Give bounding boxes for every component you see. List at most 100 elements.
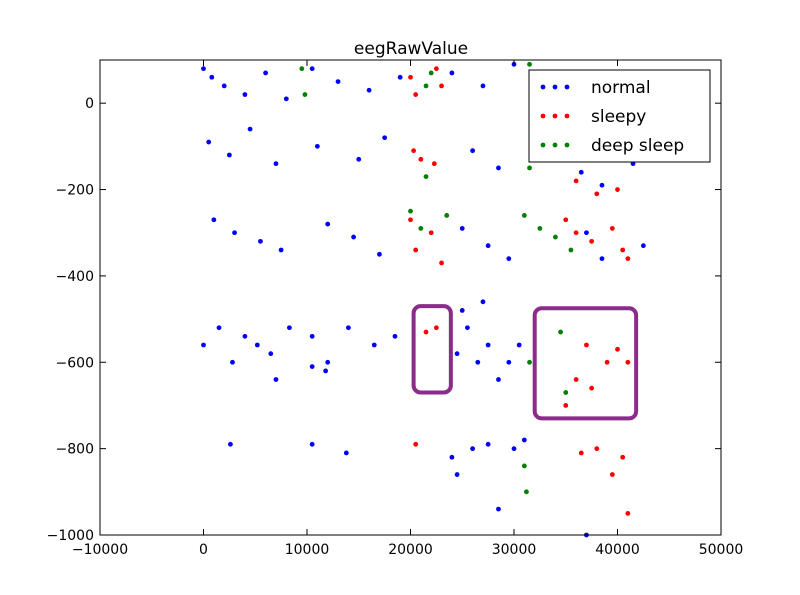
data-point	[485, 441, 491, 447]
data-point	[521, 463, 527, 469]
data-point	[309, 441, 315, 447]
data-point	[268, 351, 274, 357]
legend-marker	[552, 142, 558, 148]
data-point	[335, 79, 341, 84]
x-tick-label: 50000	[699, 542, 744, 558]
legend-marker	[540, 142, 546, 148]
data-point	[599, 256, 605, 262]
data-point	[449, 454, 455, 460]
data-point	[620, 247, 626, 253]
data-point	[418, 226, 424, 231]
data-point	[578, 450, 584, 456]
data-point	[323, 368, 329, 374]
y-tick-label: 0	[85, 96, 94, 112]
data-point	[423, 329, 429, 335]
y-tick-label: −400	[56, 269, 94, 285]
data-point	[273, 161, 279, 167]
x-tick-label: 20000	[388, 542, 433, 558]
data-point	[480, 83, 486, 89]
data-point	[309, 364, 315, 369]
highlight-box	[411, 304, 453, 395]
x-tick-label: 0	[199, 542, 208, 558]
data-point	[465, 325, 470, 331]
data-point	[411, 148, 417, 154]
data-point	[485, 243, 491, 249]
data-point	[449, 70, 455, 76]
data-point	[408, 208, 413, 214]
legend-marker	[552, 113, 558, 119]
data-point	[589, 238, 595, 244]
data-point	[433, 325, 439, 331]
data-point	[309, 66, 315, 72]
data-point	[433, 66, 439, 72]
data-point	[609, 226, 615, 231]
data-point	[242, 333, 248, 339]
data-point	[216, 325, 222, 331]
data-point	[573, 178, 579, 184]
data-point	[263, 70, 268, 76]
y-tick-label: −800	[56, 442, 94, 458]
data-point	[230, 359, 235, 365]
data-point	[470, 148, 475, 154]
data-point	[413, 441, 419, 447]
series-sleepy	[408, 66, 631, 516]
data-point	[221, 83, 227, 89]
data-point	[640, 243, 646, 249]
data-point	[496, 377, 501, 382]
data-point	[553, 234, 558, 240]
data-point	[485, 342, 491, 348]
data-point	[346, 325, 351, 331]
data-point	[615, 187, 620, 192]
data-point	[524, 489, 529, 495]
data-point	[366, 87, 372, 93]
data-point	[511, 446, 517, 452]
data-point	[615, 346, 620, 352]
data-point	[439, 83, 444, 89]
data-point	[620, 454, 626, 460]
data-point	[584, 230, 589, 236]
data-point	[470, 446, 475, 452]
data-point	[625, 511, 631, 516]
y-tick-label: −600	[56, 355, 94, 371]
data-point	[356, 156, 362, 162]
legend-box	[528, 69, 711, 163]
data-point	[444, 213, 450, 218]
data-point	[459, 308, 465, 313]
data-point	[232, 230, 237, 236]
data-point	[242, 92, 248, 97]
y-tick-label: −1000	[47, 528, 94, 544]
data-point	[563, 217, 569, 223]
data-point	[431, 161, 437, 167]
data-point	[201, 66, 206, 72]
data-point	[418, 156, 424, 162]
legend-label: normal	[591, 78, 651, 98]
data-point	[563, 403, 569, 408]
data-point	[211, 217, 217, 223]
data-point	[209, 74, 215, 80]
data-point	[226, 152, 232, 158]
data-point	[371, 342, 377, 348]
data-point	[382, 135, 388, 141]
legend-item: sleepy	[540, 107, 646, 127]
legend-label: sleepy	[591, 107, 646, 127]
data-point	[454, 351, 460, 357]
data-point	[254, 342, 260, 348]
x-tick-label: 10000	[285, 542, 330, 558]
data-point	[408, 74, 413, 80]
data-point	[278, 247, 284, 253]
data-point	[459, 226, 465, 231]
data-point	[206, 139, 212, 145]
highlight-box	[532, 306, 639, 421]
data-point	[558, 329, 563, 335]
data-point	[527, 61, 532, 67]
data-point	[258, 238, 263, 244]
legend-marker	[564, 142, 570, 148]
data-point	[475, 359, 481, 365]
data-point	[527, 359, 532, 365]
data-point	[309, 333, 315, 339]
data-point	[273, 377, 279, 382]
legend-marker	[540, 84, 546, 90]
data-point	[506, 256, 512, 262]
data-point	[325, 221, 331, 227]
